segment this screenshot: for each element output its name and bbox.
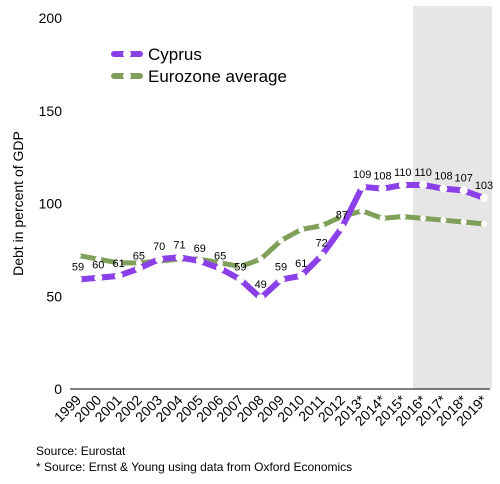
data-point [94, 273, 103, 282]
data-point [439, 184, 448, 193]
data-point [419, 180, 428, 189]
data-label: 65 [133, 250, 145, 262]
legend-label: Cyprus [148, 45, 202, 64]
data-point [195, 257, 204, 266]
data-label: 60 [92, 260, 104, 272]
data-point [420, 215, 427, 222]
data-point [480, 193, 488, 202]
data-point [115, 259, 122, 266]
data-point [459, 186, 468, 195]
data-point [256, 294, 265, 303]
data-label: 110 [414, 167, 432, 179]
data-point [399, 213, 406, 220]
data-point [114, 271, 123, 280]
data-point [217, 259, 224, 266]
data-label: 109 [353, 169, 371, 181]
data-label: 61 [295, 258, 307, 270]
data-point [297, 271, 306, 280]
y-tick-label: 50 [46, 288, 62, 304]
data-label: 70 [153, 241, 165, 253]
data-point [398, 180, 407, 189]
data-point [277, 275, 285, 284]
y-axis-label: Debt in percent of GDP [10, 131, 26, 276]
data-point [278, 237, 284, 244]
data-point [440, 217, 447, 224]
data-point [237, 263, 244, 270]
data-label: 71 [173, 239, 185, 251]
data-label: 69 [194, 243, 206, 255]
data-label: 59 [72, 262, 84, 274]
y-tick-label: 200 [39, 10, 63, 26]
data-point [175, 253, 184, 262]
data-point [74, 275, 82, 284]
data-point [134, 264, 143, 273]
legend-marker [123, 50, 131, 58]
data-label: 107 [455, 173, 473, 185]
data-label: 49 [255, 279, 267, 291]
data-point [317, 251, 326, 260]
data-point [298, 226, 305, 233]
data-point [379, 215, 386, 222]
legend-marker [123, 72, 131, 80]
data-label: 110 [394, 167, 412, 179]
data-point [155, 255, 164, 264]
data-label: 87 [336, 210, 348, 222]
data-label: 108 [434, 171, 452, 183]
data-point [481, 220, 487, 227]
data-point [257, 256, 264, 263]
data-label: 65 [214, 250, 226, 262]
data-point [337, 223, 346, 232]
series-cyprus [74, 180, 488, 303]
legend-label: Eurozone average [148, 67, 287, 86]
data-label: 103 [475, 180, 493, 192]
y-tick-label: 150 [39, 103, 63, 119]
data-point [460, 219, 467, 226]
data-point [135, 259, 142, 266]
data-point [358, 182, 367, 191]
y-tick-label: 0 [54, 381, 62, 397]
data-label: 72 [315, 237, 327, 249]
source-note: Source: Eurostat [36, 444, 126, 458]
data-label: 59 [275, 262, 287, 274]
data-point [318, 222, 325, 229]
data-point [75, 252, 81, 259]
y-tick-label: 100 [39, 196, 63, 212]
data-label: 59 [234, 262, 246, 274]
data-point [359, 207, 366, 214]
legend: Cyprus Eurozone average [111, 45, 287, 86]
data-point [216, 264, 225, 273]
data-point [378, 184, 387, 193]
data-point [236, 275, 245, 284]
source-note-secondary: * Source: Ernst & Young using data from … [36, 460, 353, 474]
data-label: 61 [112, 258, 124, 270]
data-label: 108 [373, 171, 391, 183]
data-point [95, 256, 102, 263]
